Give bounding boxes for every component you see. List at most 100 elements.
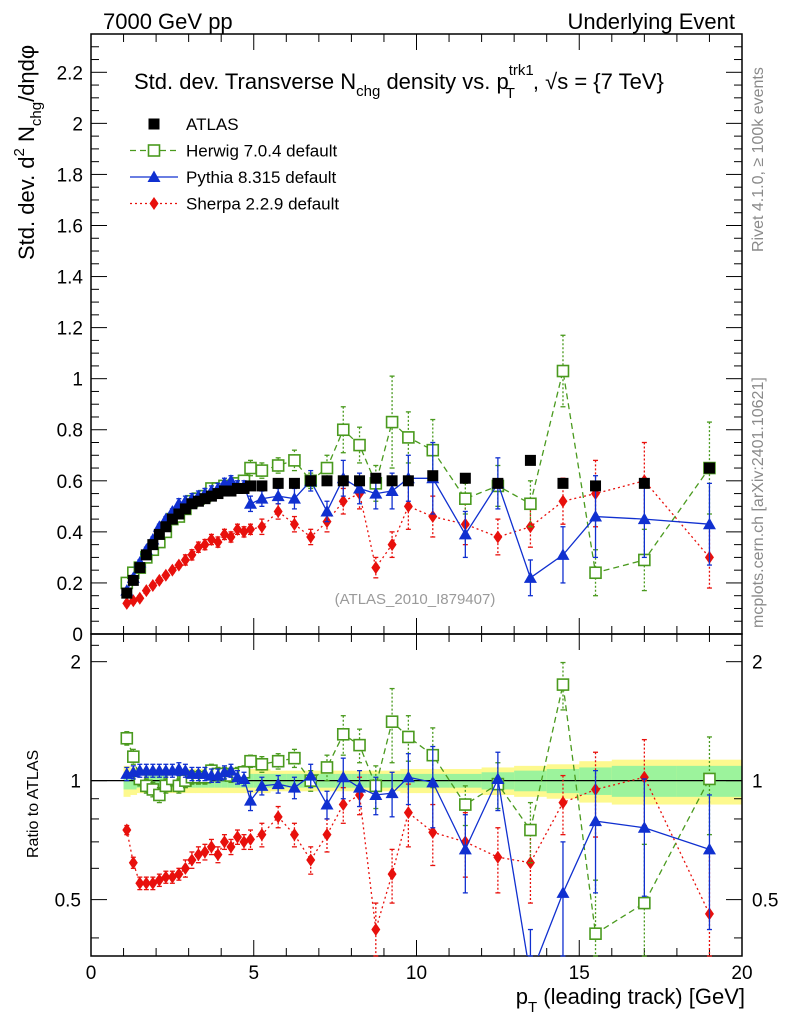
ratio-point-sherpa [135,876,145,890]
ratio-point-herwig [524,823,537,837]
main-point-sherpa [187,548,197,562]
main-point-atlas [638,477,650,489]
ratio-y-tick-label-right: 0.5 [752,891,778,912]
legend-label-herwig: Herwig 7.0.4 default [186,142,337,161]
main-series-atlas [121,454,715,599]
main-point-atlas [386,475,398,487]
main-point-atlas [153,528,165,540]
main-point-herwig [320,461,334,475]
main-y-tick-label: 1.2 [57,319,83,340]
ratio-point-sherpa [245,832,255,846]
main-point-sherpa [122,596,132,610]
main-point-atlas [459,472,471,484]
ratio-point-pythia [243,794,257,806]
main-point-sherpa [161,568,171,582]
main-point-herwig [271,459,285,472]
ratio-point-herwig [288,751,301,765]
main-point-atlas [127,574,139,586]
main-point-atlas [402,475,414,487]
ratio-point-pythia [271,777,285,790]
ratio-point-pythia [336,770,350,783]
main-point-sherpa [135,591,145,605]
ratio-point-herwig [703,772,716,786]
main-point-sherpa [148,578,158,592]
ratio-y-label: Ratio to ATLAS [25,750,42,858]
main-point-atlas [225,485,237,497]
ratio-point-sherpa [174,867,184,881]
main-series-layer [120,334,716,610]
main-point-sherpa [306,530,316,544]
main-point-pythia [385,484,399,497]
main-point-atlas [166,513,178,525]
main-point-atlas [354,475,366,487]
legend-label-atlas: ATLAS [186,115,239,134]
main-point-sherpa [289,517,299,531]
ratio-point-sherpa [289,828,299,842]
main-point-atlas [337,475,349,487]
ratio-point-pythia [287,781,301,793]
x-tick-label: 5 [248,963,259,984]
ratio-point-pythia [637,821,651,833]
main-point-sherpa [257,520,267,534]
main-point-atlas [288,477,300,489]
main-point-atlas [492,477,504,489]
mcplots-info: mcplots.cern.ch [arXiv:2401.10621] [750,377,767,628]
ratio-point-herwig [255,757,269,771]
ratio-point-sherpa [141,876,151,890]
main-point-pythia [255,492,269,504]
ratio-point-sherpa [273,810,283,824]
x-axis-label: pT (leading track) [GeV] [516,984,745,1016]
legend-label-pythia: Pythia 8.315 default [186,168,337,187]
main-point-atlas [205,490,217,502]
analysis-reference: (ATLAS_2010_I879407) [335,591,496,608]
main-y-tick-label: 2 [72,114,83,135]
main-point-pythia [320,504,334,517]
ratio-point-herwig [120,731,134,745]
main-point-sherpa [338,494,348,508]
ratio-point-sherpa [213,848,223,862]
main-point-sherpa [493,530,503,544]
ratio-point-sherpa [306,853,316,867]
main-point-atlas [199,493,211,505]
main-point-sherpa [141,584,151,598]
ratio-point-sherpa [206,840,216,854]
ratio-point-pythia [304,769,318,781]
main-series-sherpa [122,441,714,610]
main-point-pythia [458,527,472,540]
main-point-atlas [160,521,172,533]
main-y-tick-label: 2.2 [57,63,83,84]
main-y-tick-label: 0 [72,625,83,646]
main-point-pythia [589,510,603,522]
main-point-atlas [256,480,268,492]
main-point-atlas [557,477,569,489]
main-point-herwig [524,497,537,511]
ratio-point-pythia [589,814,603,827]
ratio-y-tick-label: 0.5 [55,891,81,912]
ratio-line-herwig [126,684,710,935]
ratio-series-pythia [120,745,716,957]
ratio-point-sherpa [219,835,229,849]
ratio-point-sherpa [428,825,438,839]
ratio-point-herwig [556,678,570,691]
main-point-sherpa [213,535,223,549]
main-point-herwig [589,566,602,580]
main-y-tick-label: 1.4 [57,268,84,289]
main-point-pythia [702,517,716,530]
ratio-point-pythia [237,772,251,784]
main-point-sherpa [239,525,249,539]
ratio-point-sherpa [558,796,568,810]
ratio-point-herwig [271,754,285,768]
main-point-atlas [590,480,602,492]
main-point-atlas [305,475,317,487]
ratio-point-pythia [211,769,225,781]
main-point-sherpa [428,510,438,524]
main-point-atlas [272,477,284,489]
header-right: Underlying Event [567,9,735,34]
main-point-sherpa [193,540,203,554]
main-title: Std. dev. Transverse Nchg density vs. pt… [134,62,664,102]
main-point-herwig [255,464,269,477]
main-point-atlas [231,482,243,494]
main-point-sherpa [558,494,568,508]
main-point-sherpa [245,522,255,536]
